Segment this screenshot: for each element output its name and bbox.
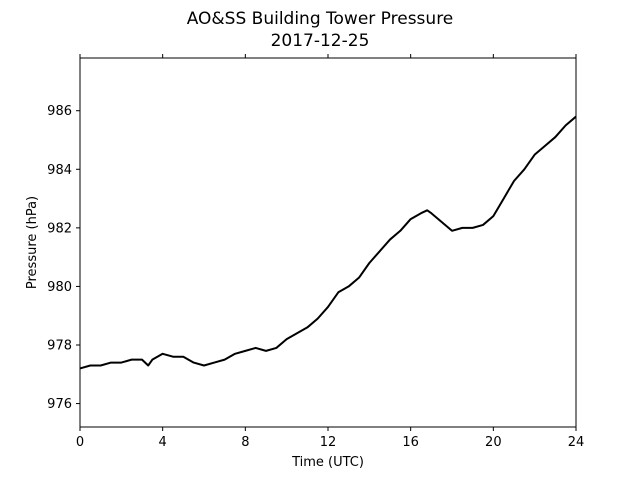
x-tick-label: 0 [76,435,84,450]
x-axis-label: Time (UTC) [291,455,364,470]
chart-title: AO&SS Building Tower Pressure [187,9,454,29]
y-tick-label: 982 [47,221,72,236]
x-tick-label: 12 [320,435,337,450]
pressure-series-line [79,115,577,370]
y-axis: 976 978 980 982 984 986 [47,104,80,412]
chart-subtitle: 2017-12-25 [271,31,370,51]
x-tick-label: 20 [485,435,502,450]
y-tick-label: 976 [47,397,72,412]
x-tick-label: 24 [568,435,585,450]
y-tick-label: 984 [47,163,72,178]
x-tick-label: 4 [159,435,167,450]
x-tick-label: 8 [241,435,249,450]
plot-frame [79,57,577,428]
x-axis: 0 4 8 12 16 20 24 [76,54,584,450]
x-tick-label: 16 [402,435,419,450]
y-tick-label: 978 [47,339,72,354]
y-axis-label: Pressure (hPa) [25,196,40,289]
y-tick-label: 986 [47,104,72,119]
y-tick-label: 980 [47,280,72,295]
